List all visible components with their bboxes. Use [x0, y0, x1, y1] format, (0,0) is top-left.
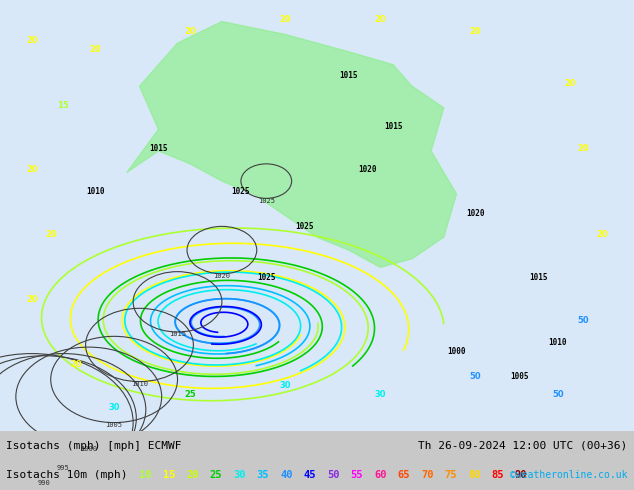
Text: 30: 30 — [108, 403, 120, 412]
Text: 1015: 1015 — [169, 331, 186, 337]
Text: 20: 20 — [578, 144, 589, 153]
Text: 10: 10 — [139, 470, 152, 480]
Text: 1015: 1015 — [529, 273, 548, 282]
Text: 1015: 1015 — [384, 122, 403, 131]
Text: 30: 30 — [233, 470, 246, 480]
Text: 20: 20 — [470, 27, 481, 36]
Text: 995: 995 — [57, 465, 70, 471]
Text: 20: 20 — [26, 166, 37, 174]
Text: 1025: 1025 — [231, 187, 250, 196]
Text: 40: 40 — [280, 470, 293, 480]
Text: 1005: 1005 — [106, 422, 122, 428]
Text: 20: 20 — [280, 15, 291, 24]
Text: 1020: 1020 — [214, 273, 230, 279]
Text: ©weatheronline.co.uk: ©weatheronline.co.uk — [510, 470, 628, 480]
Text: 60: 60 — [374, 470, 387, 480]
Text: 1000: 1000 — [81, 445, 97, 452]
Text: 1025: 1025 — [258, 197, 275, 204]
Text: 20: 20 — [597, 230, 608, 239]
Text: 30: 30 — [280, 381, 291, 390]
Text: 55: 55 — [351, 470, 363, 480]
Text: 20: 20 — [184, 27, 196, 36]
Text: 65: 65 — [398, 470, 410, 480]
Text: 990: 990 — [38, 480, 51, 486]
Text: 1020: 1020 — [466, 209, 485, 218]
Text: 20: 20 — [375, 15, 386, 24]
Text: 1010: 1010 — [131, 381, 148, 387]
Polygon shape — [127, 22, 456, 268]
Text: 50: 50 — [552, 390, 564, 399]
Text: 50: 50 — [470, 372, 481, 381]
Text: 50: 50 — [578, 317, 589, 325]
Text: 75: 75 — [444, 470, 457, 480]
Text: 1025: 1025 — [257, 273, 276, 282]
Text: Isotachs 10m (mph): Isotachs 10m (mph) — [6, 470, 128, 480]
Text: 15: 15 — [163, 470, 176, 480]
Text: 1000: 1000 — [447, 346, 466, 356]
Text: 25: 25 — [184, 390, 196, 399]
Text: 20: 20 — [565, 79, 576, 88]
Text: 1015: 1015 — [339, 71, 358, 79]
Text: 85: 85 — [491, 470, 504, 480]
Text: 80: 80 — [468, 470, 481, 480]
Text: 25: 25 — [210, 470, 223, 480]
Text: 20: 20 — [70, 360, 82, 368]
Text: 15: 15 — [58, 101, 69, 110]
Text: 20: 20 — [26, 295, 37, 304]
Text: 20: 20 — [89, 45, 101, 54]
Text: 1005: 1005 — [510, 372, 529, 381]
Text: 1010: 1010 — [86, 187, 105, 196]
Text: 1015: 1015 — [149, 144, 168, 153]
Text: 1025: 1025 — [295, 221, 314, 230]
Text: 30: 30 — [375, 390, 386, 399]
Text: Th 26-09-2024 12:00 UTC (00+36): Th 26-09-2024 12:00 UTC (00+36) — [418, 441, 628, 451]
Text: 50: 50 — [327, 470, 340, 480]
Text: 70: 70 — [421, 470, 434, 480]
Text: Isotachs (mph) [mph] ECMWF: Isotachs (mph) [mph] ECMWF — [6, 441, 182, 451]
Text: 20: 20 — [26, 36, 37, 45]
Text: 20: 20 — [45, 230, 56, 239]
Text: 20: 20 — [186, 470, 199, 480]
Text: 45: 45 — [304, 470, 316, 480]
Text: 35: 35 — [257, 470, 269, 480]
Text: 90: 90 — [515, 470, 527, 480]
Text: 1020: 1020 — [358, 166, 377, 174]
Text: 1010: 1010 — [548, 338, 567, 347]
